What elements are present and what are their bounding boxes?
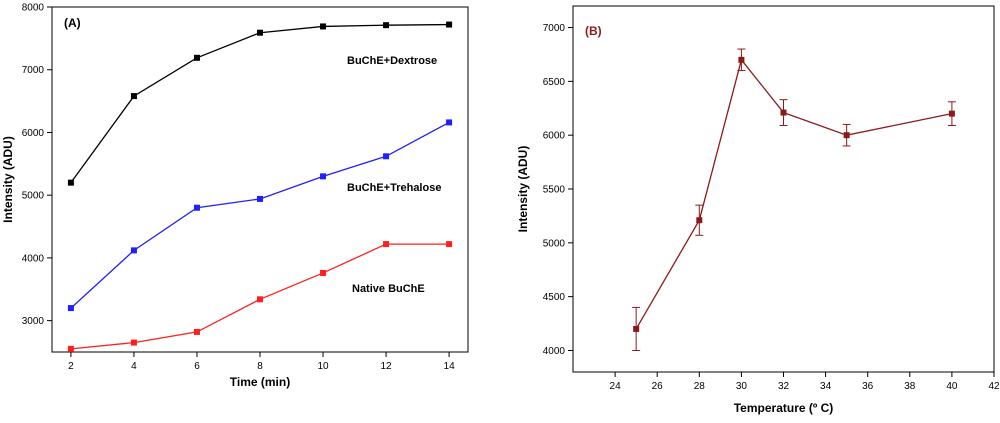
x-tick-label: 6: [194, 361, 200, 372]
data-point: [257, 296, 263, 303]
y-tick-label: 7000: [543, 23, 566, 34]
x-tick-label: 12: [380, 361, 392, 372]
series-label: Native BuChE: [352, 283, 425, 295]
x-tick-label: 30: [736, 381, 748, 392]
x-tick-label: 2: [68, 361, 74, 372]
x-axis-title: Time (min): [230, 375, 290, 389]
x-tick-label: 26: [652, 381, 664, 392]
y-axis-title: Intensity (ADU): [516, 146, 530, 233]
data-point: [383, 241, 390, 248]
y-tick-label: 5000: [22, 191, 45, 202]
data-point: [130, 247, 137, 254]
data-point: [320, 23, 327, 30]
y-axis-title: Intensity (ADU): [1, 136, 15, 223]
x-tick-label: 8: [257, 361, 263, 372]
data-point: [446, 119, 453, 126]
data-point: [320, 173, 327, 180]
data-point: [843, 132, 850, 139]
x-tick-label: 34: [820, 381, 832, 392]
data-point: [130, 339, 137, 346]
data-point: [67, 179, 74, 186]
data-point: [257, 29, 263, 36]
data-point: [383, 153, 390, 160]
x-tick-label: 38: [904, 381, 916, 392]
data-point: [446, 241, 453, 248]
y-tick-label: 3000: [22, 316, 45, 327]
y-tick-label: 4500: [543, 292, 566, 303]
panel-label: (B): [585, 24, 602, 38]
data-point: [320, 269, 327, 276]
series-label: BuChE+Dextrose: [347, 55, 437, 67]
data-point: [193, 328, 200, 335]
x-tick-label: 24: [610, 381, 622, 392]
data-point: [446, 21, 453, 28]
x-tick-label: 36: [862, 381, 874, 392]
y-tick-label: 8000: [22, 3, 45, 14]
series-line: [70, 23, 450, 184]
data-point: [130, 93, 137, 100]
data-point: [780, 109, 787, 116]
x-tick-label: 42: [988, 381, 1000, 392]
data-point: [67, 345, 74, 352]
data-point: [257, 195, 263, 202]
series-label: BuChE+Trehalose: [347, 182, 441, 194]
y-tick-label: 6000: [22, 128, 45, 139]
data-point: [193, 204, 200, 211]
y-tick-label: 4000: [543, 346, 566, 357]
data-point: [948, 110, 955, 117]
y-tick-label: 6500: [543, 77, 566, 88]
series-line: [70, 121, 450, 309]
data-point: [696, 217, 703, 224]
x-axis-title: Temperature (º C): [734, 401, 834, 415]
data-point: [67, 305, 74, 312]
data-point: [193, 54, 200, 61]
series-line: [635, 58, 953, 330]
panel-label: (A): [64, 16, 81, 30]
x-tick-label: 10: [317, 361, 329, 372]
y-tick-label: 5500: [543, 185, 566, 196]
chart-panel-b: 24 26 28 30 32 34 36 38 40 42 4000 4500 5000 5500 6000…: [516, 5, 1000, 415]
x-tick-label: 32: [778, 381, 790, 392]
x-tick-label: 28: [694, 381, 706, 392]
y-tick-label: 7000: [22, 65, 45, 76]
y-tick-label: 6000: [543, 131, 566, 142]
y-tick-label: 5000: [543, 238, 566, 249]
data-point: [383, 22, 390, 29]
y-tick-label: 4000: [22, 253, 45, 264]
x-tick-label: 14: [444, 361, 456, 372]
chart-panel-a: 2 4 6 8 10 12 14 3000 4000 5000 6000 7000 8000 Time (…: [1, 3, 469, 389]
x-tick-label: 40: [946, 381, 958, 392]
data-point: [738, 56, 745, 63]
x-tick-label: 4: [131, 361, 137, 372]
data-point: [633, 325, 640, 332]
